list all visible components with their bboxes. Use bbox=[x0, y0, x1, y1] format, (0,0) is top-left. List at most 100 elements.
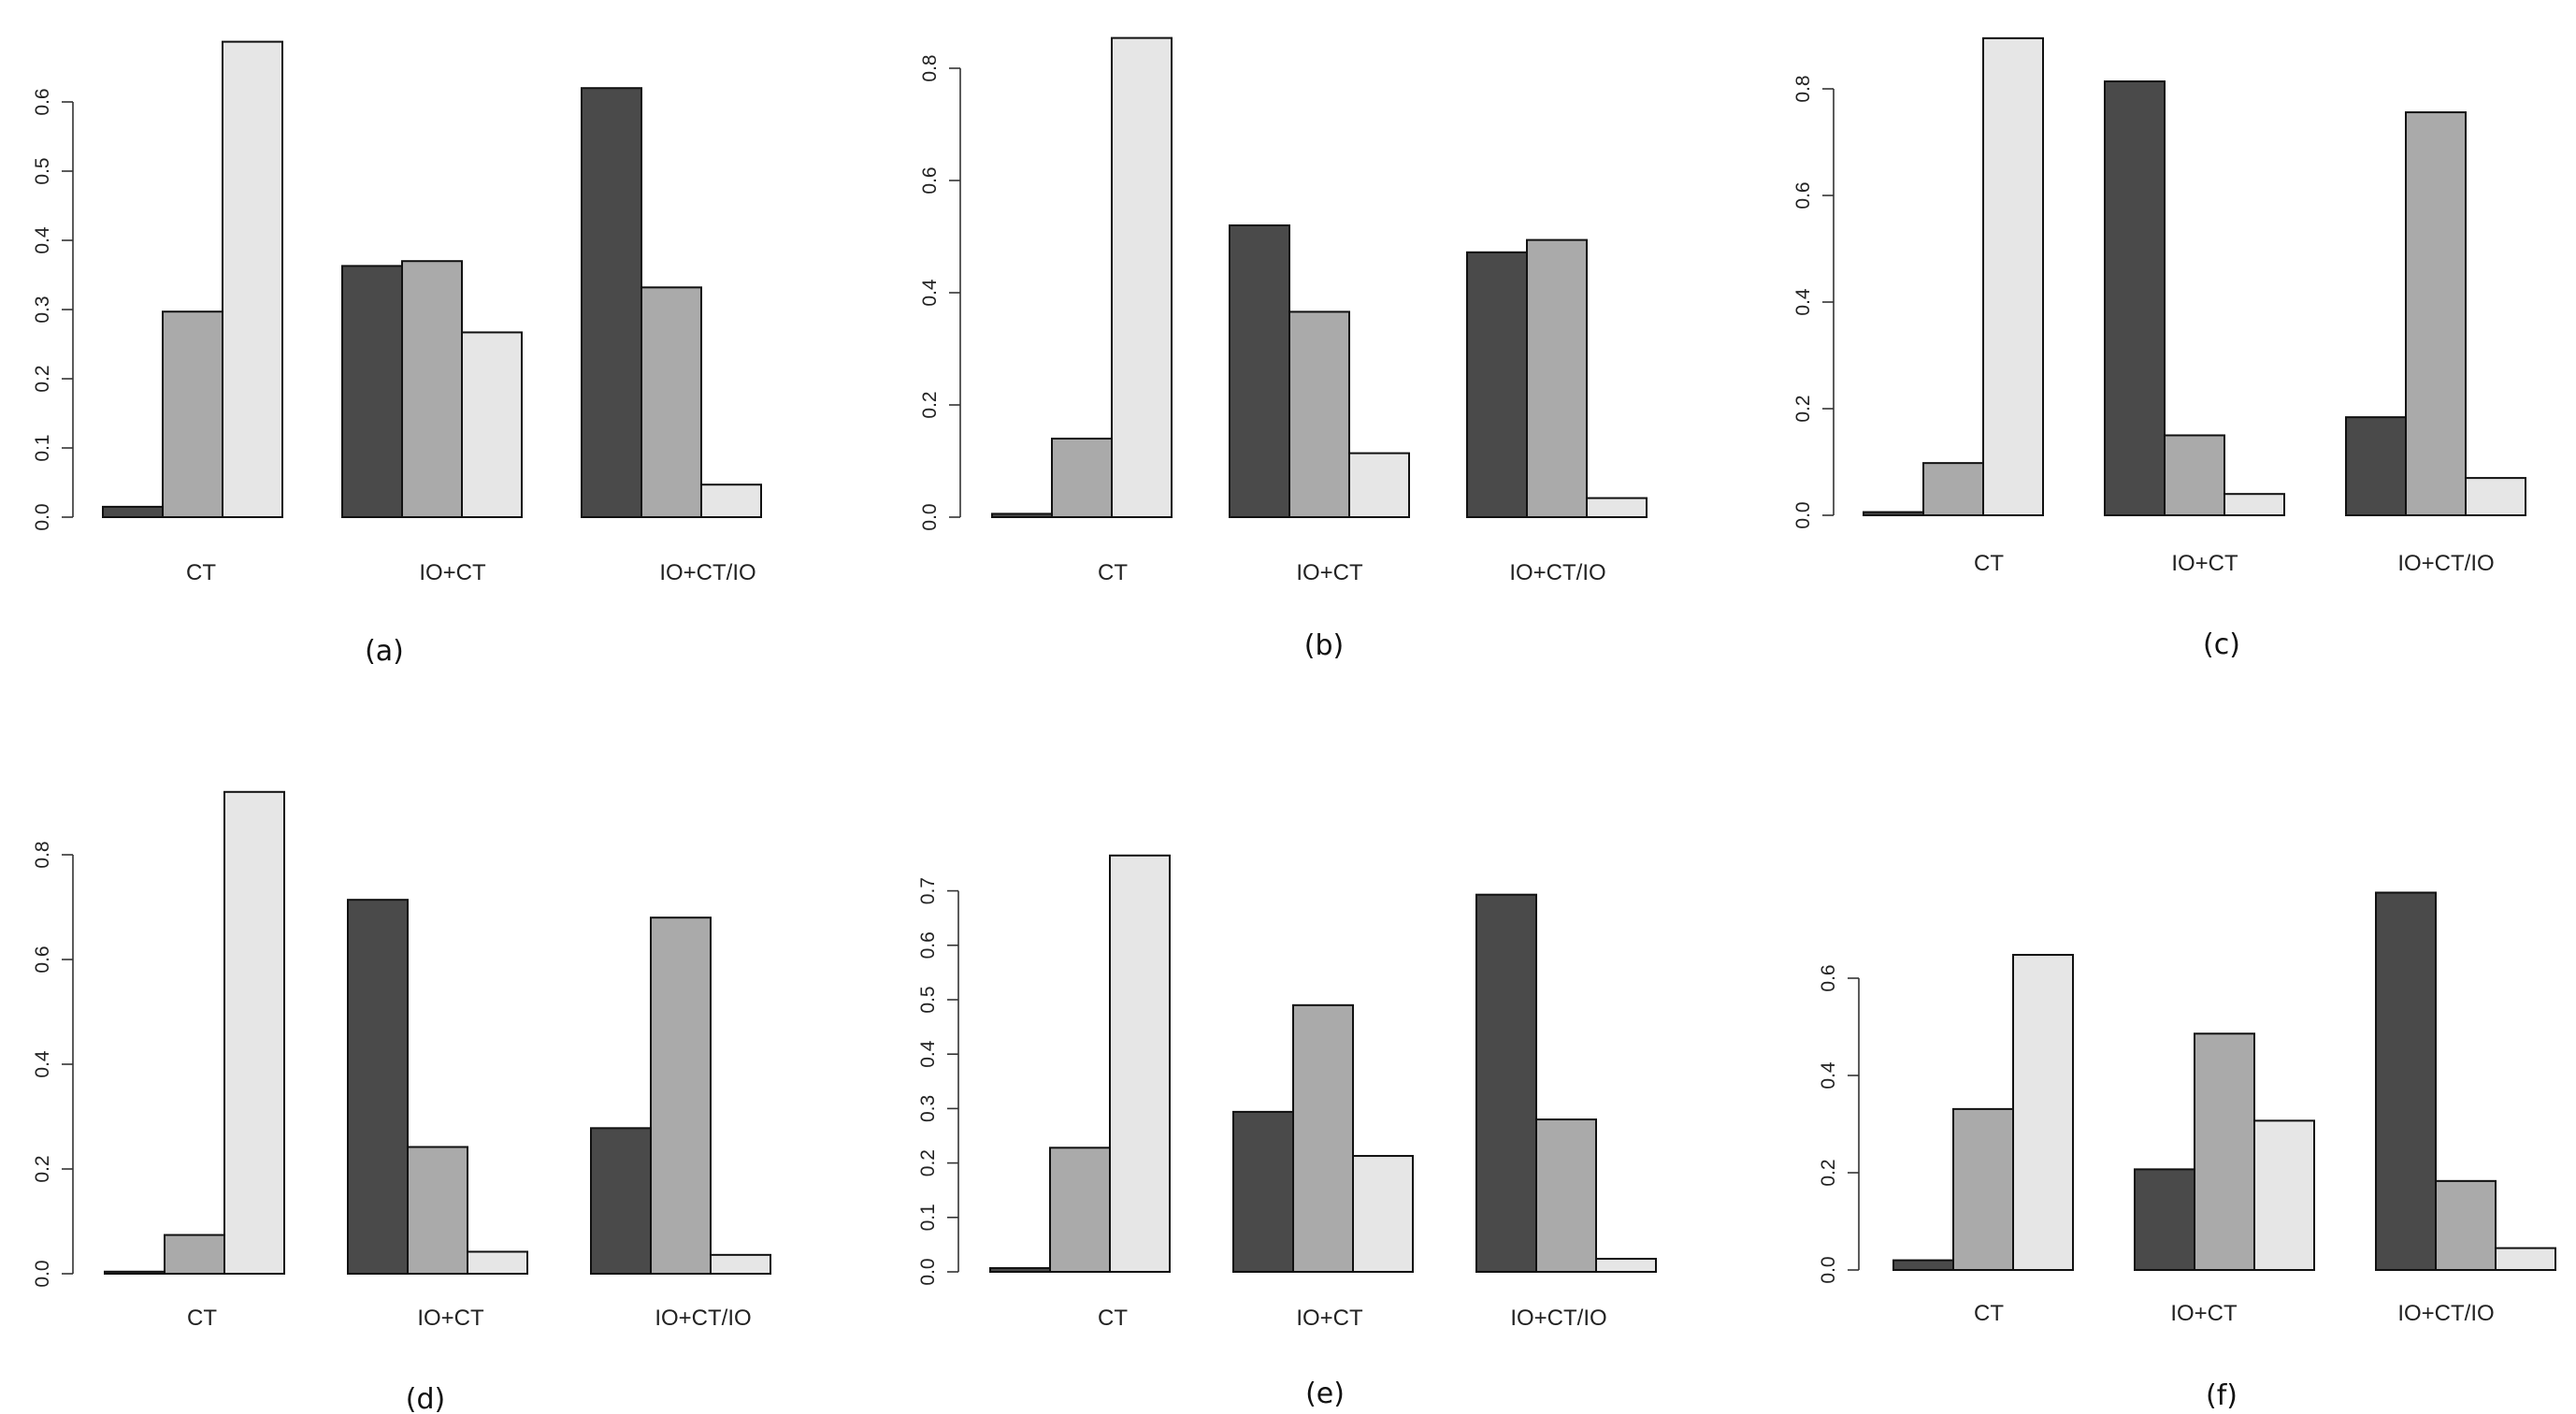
y-tick-label-e: 0.0 bbox=[917, 1258, 939, 1285]
category-label-c: CT bbox=[1974, 551, 2004, 576]
bar-f-io-ct-light bbox=[2253, 1119, 2315, 1271]
category-label-f: IO+CT bbox=[2170, 1301, 2238, 1326]
bar-f-io-ct-io-dark bbox=[2375, 891, 2437, 1271]
panel-caption-b: (b) bbox=[1304, 629, 1344, 662]
y-tick-label-d: 0.6 bbox=[32, 945, 53, 973]
category-label-e: CT bbox=[1098, 1306, 1128, 1331]
category-label-a: CT bbox=[186, 560, 216, 585]
bar-d-ct-light bbox=[223, 790, 285, 1275]
y-tick-label-b: 0.2 bbox=[919, 391, 941, 418]
category-label-e: IO+CT/IO bbox=[1510, 1306, 1606, 1331]
y-tick-label-e: 0.4 bbox=[917, 1040, 939, 1068]
bar-e-io-ct-io-dark bbox=[1475, 893, 1537, 1273]
bar-b-ct-light bbox=[1111, 36, 1173, 519]
category-label-f: IO+CT/IO bbox=[2397, 1301, 2494, 1326]
panel-caption-f: (f) bbox=[2206, 1379, 2238, 1412]
chart-panel-a: 0.0 0.1 0.2 0.3 0.4 0.5 0.6 CT IO+CT IO+CT/IO (a) bbox=[32, 40, 762, 668]
bar-c-io-ct-io-dark bbox=[2345, 416, 2407, 516]
y-tick-label-b: 0.4 bbox=[919, 279, 941, 307]
y-tick-label-f: 0.0 bbox=[1818, 1256, 1839, 1283]
bar-b-io-ct-dark bbox=[1229, 224, 1290, 518]
chart-panel-e: 0.0 0.1 0.2 0.3 0.4 0.5 0.6 0.7 CT IO+CT IO+CT/IO (… bbox=[917, 854, 1657, 1410]
category-label-f: CT bbox=[1974, 1301, 2004, 1326]
chart-panel-d: 0.0 0.2 0.4 0.6 0.8 CT IO+CT IO+CT/IO (d) bbox=[32, 790, 771, 1414]
y-tick-label-f: 0.4 bbox=[1818, 1061, 1839, 1089]
bar-e-ct-light bbox=[1109, 854, 1171, 1274]
category-label-c: IO+CT bbox=[2171, 551, 2238, 576]
category-label-b: CT bbox=[1098, 560, 1128, 585]
category-label-d: IO+CT/IO bbox=[655, 1306, 751, 1331]
y-tick-label-d: 0.2 bbox=[32, 1155, 53, 1182]
bar-f-io-ct-io-mid bbox=[2435, 1179, 2497, 1271]
y-tick-label-d: 0.8 bbox=[32, 841, 53, 868]
y-tick-label-f: 0.6 bbox=[1818, 964, 1839, 991]
bar-c-ct-light bbox=[1982, 36, 2044, 516]
bar-d-ct-mid bbox=[164, 1234, 225, 1276]
bar-f-io-ct-io-light bbox=[2495, 1247, 2556, 1271]
bar-a-ct-light bbox=[222, 40, 283, 519]
bar-d-io-ct-io-light bbox=[710, 1253, 771, 1275]
chart-panel-c: 0.0 0.2 0.4 0.6 0.8 CT IO+CT IO+CT/IO (c) bbox=[1792, 36, 2526, 661]
bar-b-io-ct-mid bbox=[1288, 310, 1350, 518]
category-label-a: IO+CT/IO bbox=[659, 560, 756, 585]
chart-panel-f: 0.0 0.2 0.4 0.6 CT IO+CT IO+CT/IO (f) bbox=[1818, 891, 2556, 1412]
panel-caption-e: (e) bbox=[1305, 1378, 1345, 1410]
bar-a-io-ct-io-light bbox=[700, 483, 762, 518]
bar-f-ct-dark bbox=[1892, 1259, 1954, 1271]
category-label-a: IO+CT bbox=[419, 560, 486, 585]
bar-d-io-ct-light bbox=[467, 1250, 528, 1275]
bar-c-io-ct-io-mid bbox=[2405, 111, 2467, 517]
y-tick-label-d: 0.4 bbox=[32, 1050, 53, 1078]
category-label-c: IO+CT/IO bbox=[2397, 551, 2494, 576]
chart-panel-b: 0.0 0.2 0.4 0.6 0.8 CT IO+CT IO+CT/IO (b) bbox=[919, 36, 1648, 662]
y-tick-label-c: 0.6 bbox=[1792, 181, 1814, 209]
y-tick-label-a: 0.1 bbox=[32, 434, 53, 461]
bar-c-io-ct-io-light bbox=[2465, 477, 2526, 517]
y-tick-label-c: 0.0 bbox=[1792, 501, 1814, 528]
y-tick-label-a: 0.6 bbox=[32, 88, 53, 115]
bar-a-ct-mid bbox=[162, 310, 223, 518]
y-tick-label-e: 0.7 bbox=[917, 877, 939, 904]
bar-f-ct-mid bbox=[1952, 1107, 2014, 1271]
bar-d-io-ct-io-dark bbox=[590, 1127, 652, 1275]
bar-a-io-ct-io-dark bbox=[581, 87, 642, 518]
bar-e-io-ct-io-mid bbox=[1535, 1118, 1597, 1274]
y-tick-label-e: 0.1 bbox=[917, 1204, 939, 1231]
category-label-d: CT bbox=[187, 1306, 217, 1331]
panel-caption-c: (c) bbox=[2203, 628, 2240, 661]
bar-c-io-ct-mid bbox=[2164, 434, 2225, 516]
bar-d-io-ct-mid bbox=[407, 1146, 468, 1275]
bar-e-io-ct-dark bbox=[1232, 1110, 1294, 1273]
bar-f-ct-light bbox=[2012, 954, 2074, 1271]
bar-b-io-ct-io-mid bbox=[1526, 238, 1588, 518]
y-tick-label-f: 0.2 bbox=[1818, 1159, 1839, 1186]
bar-e-io-ct-mid bbox=[1292, 1003, 1354, 1273]
bar-b-ct-mid bbox=[1051, 438, 1113, 518]
category-label-b: IO+CT bbox=[1296, 560, 1363, 585]
panel-caption-a: (a) bbox=[365, 635, 404, 668]
bar-a-io-ct-dark bbox=[341, 265, 403, 518]
bar-b-io-ct-io-light bbox=[1586, 497, 1648, 518]
bar-f-io-ct-dark bbox=[2134, 1168, 2195, 1271]
bar-b-io-ct-light bbox=[1348, 452, 1410, 519]
bar-c-io-ct-dark bbox=[2104, 80, 2166, 517]
y-tick-label-b: 0.8 bbox=[919, 54, 941, 81]
bar-c-ct-mid bbox=[1922, 462, 1984, 517]
bar-b-io-ct-io-dark bbox=[1466, 251, 1528, 518]
bar-f-io-ct-mid bbox=[2194, 1032, 2255, 1272]
y-tick-label-e: 0.3 bbox=[917, 1095, 939, 1122]
y-tick-label-a: 0.0 bbox=[32, 503, 53, 530]
bar-e-ct-dark bbox=[989, 1266, 1051, 1274]
y-tick-label-a: 0.5 bbox=[32, 157, 53, 184]
y-tick-label-e: 0.6 bbox=[917, 931, 939, 959]
bar-d-io-ct-dark bbox=[347, 899, 409, 1275]
bar-e-ct-mid bbox=[1049, 1147, 1111, 1273]
category-label-b: IO+CT/IO bbox=[1509, 560, 1605, 585]
panel-caption-d: (d) bbox=[406, 1383, 445, 1414]
y-tick-label-e: 0.2 bbox=[917, 1149, 939, 1176]
bar-a-ct-dark bbox=[102, 505, 164, 519]
y-tick-label-e: 0.5 bbox=[917, 986, 939, 1013]
bar-d-ct-dark bbox=[104, 1270, 165, 1276]
y-tick-label-d: 0.0 bbox=[32, 1260, 53, 1287]
